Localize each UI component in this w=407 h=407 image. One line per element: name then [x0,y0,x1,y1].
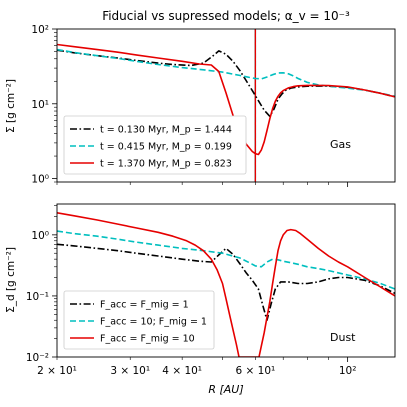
y-tick-label: 10⁰ [31,174,49,186]
series-line-3 [57,43,395,156]
x-tick-label: 3 × 10¹ [110,365,150,377]
legend-label: F_acc = F_mig = 1 [100,300,189,311]
legend-label: t = 0.130 Myr, M_p = 1.444 [100,125,232,136]
y-tick-label: 10² [31,24,49,36]
y-tick-label: 10⁻¹ [26,291,49,303]
gas-panel: 10⁰ 10¹ 10² Σ [g cm⁻²] Gas t = 0.130 Myr, … [5,24,396,187]
gas-axes-frame [56,28,396,183]
legend-frame [63,115,247,175]
legend-label: t = 0.415 Myr, M_p = 0.199 [100,142,232,153]
dust-axes-frame [56,203,396,358]
gas-y-axis-label: Σ [g cm⁻²] [5,79,17,133]
x-tick-label: 2 × 10¹ [37,365,77,377]
series-line-1 [57,243,395,321]
dust-panel: 2 × 10¹ 3 × 10¹ 4 × 10¹ 6 × 10¹ 10² 10⁻² 10⁻¹ 1… [5,203,396,396]
legend-label: F_acc = F_mig = 10 [100,334,195,345]
gas-legend: t = 0.130 Myr, M_p = 1.444 t = 0.415 Myr,… [63,115,247,175]
y-tick-label: 10⁰ [31,230,49,242]
dust-y-axis-label: Σ_d [g cm⁻²] [5,247,17,313]
x-axis-label: R [AU] [208,383,243,396]
x-tick-label: 10² [339,365,357,377]
series-line-1 [57,49,395,118]
legend-label: t = 1.370 Myr, M_p = 0.823 [100,159,232,170]
legend-frame [63,290,215,350]
x-tick-label: 4 × 10¹ [162,365,202,377]
legend-label: F_acc = 10; F_mig = 1 [100,317,207,328]
chart-title: Fiducial vs supressed models; α_v = 10⁻³ [102,9,350,23]
gas-annotation: Gas [330,138,351,151]
y-tick-label: 10¹ [31,99,49,111]
series-line-2 [57,230,395,290]
y-tick-label: 10⁻² [26,352,49,364]
series-line-3 [57,212,395,357]
dust-legend: F_acc = F_mig = 1 F_acc = 10; F_mig = 1 F_… [63,290,215,350]
x-tick-label: 6 × 10¹ [236,365,276,377]
dust-annotation: Dust [330,331,356,344]
